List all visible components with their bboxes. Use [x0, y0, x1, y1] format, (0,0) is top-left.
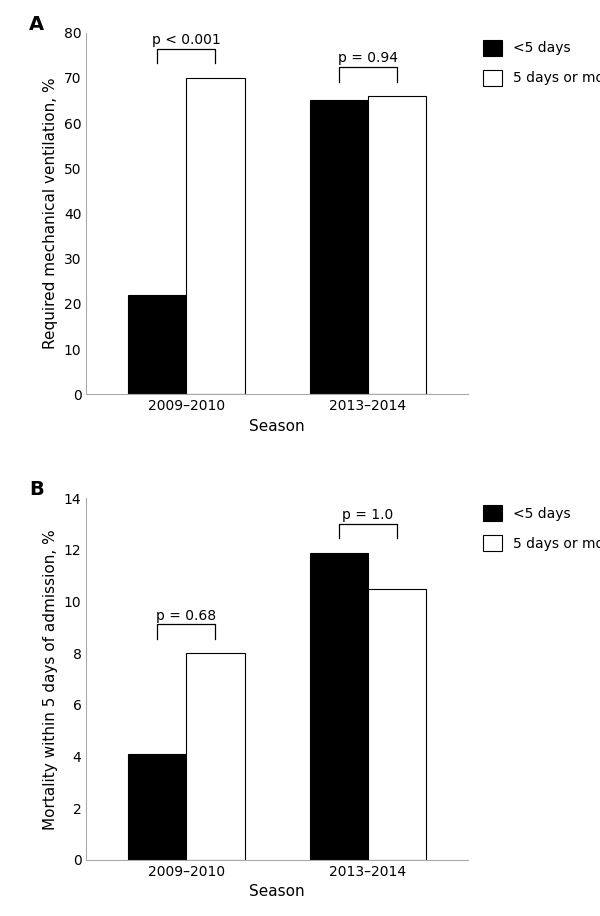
Bar: [368, 589, 426, 860]
Y-axis label: Required mechanical ventilation, %: Required mechanical ventilation, %: [43, 78, 58, 349]
Text: A: A: [29, 15, 44, 34]
Text: p < 0.001: p < 0.001: [152, 33, 221, 47]
X-axis label: Season: Season: [250, 884, 305, 900]
Bar: [187, 653, 245, 860]
X-axis label: Season: Season: [250, 419, 305, 433]
Bar: [128, 754, 187, 860]
Bar: [128, 295, 187, 394]
Legend: <5 days, 5 days or more: <5 days, 5 days or more: [482, 506, 600, 551]
Y-axis label: Mortality within 5 days of admission, %: Mortality within 5 days of admission, %: [43, 529, 58, 830]
Bar: [310, 101, 368, 394]
Bar: [187, 78, 245, 394]
Text: p = 0.94: p = 0.94: [338, 51, 398, 65]
Text: p = 1.0: p = 1.0: [343, 507, 394, 522]
Legend: <5 days, 5 days or more: <5 days, 5 days or more: [482, 39, 600, 85]
Bar: [368, 96, 426, 394]
Bar: [310, 552, 368, 860]
Text: p = 0.68: p = 0.68: [156, 608, 217, 623]
Text: B: B: [29, 480, 44, 499]
